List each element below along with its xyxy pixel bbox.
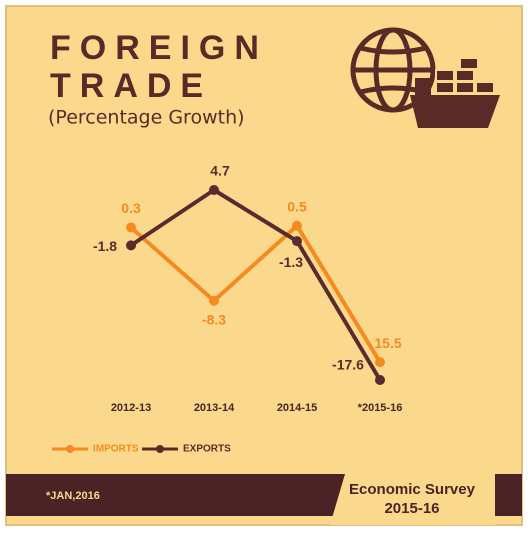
data-label: -1.8 [93,238,117,254]
badge-line: 2015-16 [384,500,439,517]
badge-line: Economic Survey [349,481,476,498]
subtitle: (Percentage Growth) [48,107,245,129]
data-label: 0.5 [287,198,307,214]
data-label: -1.3 [279,254,303,270]
data-point [292,221,302,231]
x-tick-label: 2013-14 [194,402,235,414]
footer-note: *JAN,2016 [46,490,100,502]
x-tick-label: 2014-15 [277,402,317,414]
data-point [126,222,136,232]
legend-label: EXPORTS [183,444,231,455]
data-label: 4.7 [210,163,230,179]
data-label: -8.3 [202,311,226,327]
infographic: FOREIGN TRADE (Percentage Growth) *JAN,2… [0,0,528,531]
title-line: TRADE [50,67,212,105]
legend-dot [66,445,74,453]
data-point [375,357,385,367]
data-label: 0.3 [121,200,141,216]
legend-dot [156,445,164,453]
x-tick-label: *2015-16 [358,402,403,414]
x-tick-label: 2012-13 [111,402,151,414]
legend-label: IMPORTS [93,444,139,455]
data-point [375,375,385,385]
data-point [209,296,219,306]
data-label: 15.5 [374,335,401,351]
data-point [292,236,302,246]
data-label: -17.6 [332,357,364,373]
title-line: FOREIGN [50,29,268,67]
data-point [209,185,219,195]
data-point [126,240,136,250]
